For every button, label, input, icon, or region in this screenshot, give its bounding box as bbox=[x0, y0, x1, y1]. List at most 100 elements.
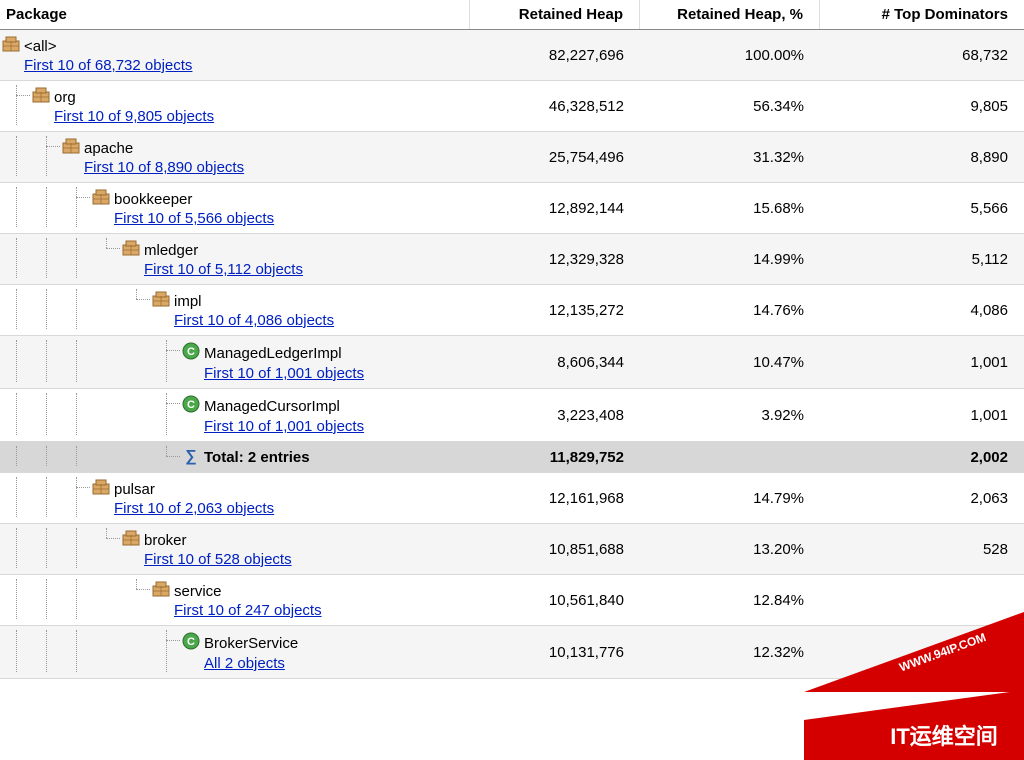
tree-guide bbox=[2, 238, 32, 278]
objects-link[interactable]: First 10 of 247 objects bbox=[174, 602, 322, 619]
objects-link[interactable]: First 10 of 5,566 objects bbox=[114, 210, 274, 227]
node-name: service bbox=[174, 583, 222, 600]
col-header-retained-pct[interactable]: Retained Heap, % bbox=[640, 0, 820, 29]
package-cell: service First 10 of 247 objects bbox=[0, 575, 470, 625]
package-icon bbox=[92, 189, 110, 209]
tree-guide bbox=[152, 393, 182, 435]
objects-link[interactable]: First 10 of 2,063 objects bbox=[114, 500, 274, 517]
package-cell: org First 10 of 9,805 objects bbox=[0, 81, 470, 131]
tree-guide bbox=[122, 340, 152, 382]
tree-guide bbox=[2, 393, 32, 435]
node-name: ManagedLedgerImpl bbox=[204, 345, 342, 362]
table-row[interactable]: C ManagedCursorImplFirst 10 of 1,001 obj… bbox=[0, 389, 1024, 442]
objects-link[interactable]: First 10 of 8,890 objects bbox=[84, 159, 244, 176]
tree-guide bbox=[62, 630, 92, 672]
retained-heap-value: 10,561,840 bbox=[470, 575, 640, 625]
package-cell: mledger First 10 of 5,112 objects bbox=[0, 234, 470, 284]
tree-guide bbox=[62, 187, 92, 227]
node-name: broker bbox=[144, 532, 187, 549]
retained-pct-value: 31.32% bbox=[640, 132, 820, 182]
retained-heap-value: 12,892,144 bbox=[470, 183, 640, 233]
package-icon bbox=[122, 240, 140, 260]
package-cell: ∑Total: 2 entries bbox=[0, 442, 470, 472]
tree-guide bbox=[92, 340, 122, 382]
package-icon bbox=[122, 530, 140, 550]
col-header-retained-heap[interactable]: Retained Heap bbox=[470, 0, 640, 29]
tree-guide bbox=[32, 446, 62, 466]
tree-guide bbox=[62, 477, 92, 517]
retained-heap-value: 25,754,496 bbox=[470, 132, 640, 182]
objects-link[interactable]: First 10 of 68,732 objects bbox=[24, 57, 192, 74]
retained-heap-value: 12,161,968 bbox=[470, 473, 640, 523]
table-row[interactable]: ∑Total: 2 entries11,829,7522,002 bbox=[0, 442, 1024, 473]
retained-pct-value: 14.99% bbox=[640, 234, 820, 284]
col-header-package[interactable]: Package bbox=[0, 0, 470, 29]
svg-text:C: C bbox=[187, 399, 195, 411]
watermark-label: IT运维空间 bbox=[890, 724, 998, 749]
table-row[interactable]: org First 10 of 9,805 objects 46,328,51256… bbox=[0, 81, 1024, 132]
retained-heap-value: 46,328,512 bbox=[470, 81, 640, 131]
tree-guide bbox=[92, 579, 122, 619]
node-name: org bbox=[54, 89, 76, 106]
svg-text:C: C bbox=[187, 636, 195, 648]
tree-guide bbox=[32, 289, 62, 329]
package-icon bbox=[32, 87, 50, 107]
node-name: mledger bbox=[144, 242, 198, 259]
retained-pct-value: 12.32% bbox=[640, 626, 820, 678]
objects-link[interactable]: First 10 of 4,086 objects bbox=[174, 312, 334, 329]
col-header-dominators[interactable]: # Top Dominators bbox=[820, 0, 1024, 29]
retained-pct-value: 14.79% bbox=[640, 473, 820, 523]
objects-link[interactable]: First 10 of 1,001 objects bbox=[204, 418, 364, 435]
table-row[interactable]: service First 10 of 247 objects 10,561,840… bbox=[0, 575, 1024, 626]
tree-guide bbox=[32, 579, 62, 619]
class-icon: C bbox=[182, 632, 200, 654]
table-row[interactable]: pulsar First 10 of 2,063 objects 12,161,96… bbox=[0, 473, 1024, 524]
tree-guide bbox=[92, 238, 122, 278]
node-name: apache bbox=[84, 140, 133, 157]
package-cell: C ManagedCursorImplFirst 10 of 1,001 obj… bbox=[0, 389, 470, 441]
tree-guide bbox=[2, 630, 32, 672]
retained-heap-value: 10,851,688 bbox=[470, 524, 640, 574]
objects-link[interactable]: First 10 of 5,112 objects bbox=[144, 261, 303, 278]
objects-link[interactable]: First 10 of 528 objects bbox=[144, 551, 292, 568]
tree-guide bbox=[2, 340, 32, 382]
dominators-value: 2,002 bbox=[820, 442, 1024, 472]
retained-heap-value: 82,227,696 bbox=[470, 30, 640, 80]
dominators-value: 9,805 bbox=[820, 81, 1024, 131]
dominators-value: 528 bbox=[820, 524, 1024, 574]
table-row[interactable]: C BrokerServiceAll 2 objects10,131,77612… bbox=[0, 626, 1024, 679]
retained-pct-value: 10.47% bbox=[640, 336, 820, 388]
table-row[interactable]: bookkeeper First 10 of 5,566 objects 12,89… bbox=[0, 183, 1024, 234]
dominators-value bbox=[820, 575, 1024, 625]
table-row[interactable]: apache First 10 of 8,890 objects 25,754,49… bbox=[0, 132, 1024, 183]
package-cell: <all>First 10 of 68,732 objects bbox=[0, 30, 470, 80]
node-name: bookkeeper bbox=[114, 191, 192, 208]
objects-link[interactable]: First 10 of 1,001 objects bbox=[204, 365, 364, 382]
objects-link[interactable]: First 10 of 9,805 objects bbox=[54, 108, 214, 125]
class-icon: C bbox=[182, 342, 200, 364]
dominators-value: 2,063 bbox=[820, 473, 1024, 523]
tree-guide bbox=[2, 289, 32, 329]
tree-guide bbox=[62, 579, 92, 619]
tree-guide bbox=[92, 630, 122, 672]
watermark-label-banner: IT运维空间 bbox=[804, 680, 1024, 760]
table-row[interactable]: mledgerFirst 10 of 5,112 objects12,329,3… bbox=[0, 234, 1024, 285]
table-row[interactable]: <all>First 10 of 68,732 objects82,227,69… bbox=[0, 30, 1024, 81]
retained-pct-value: 56.34% bbox=[640, 81, 820, 131]
package-cell: apache First 10 of 8,890 objects bbox=[0, 132, 470, 182]
class-icon: C bbox=[182, 395, 200, 417]
tree-guide bbox=[32, 528, 62, 568]
dominators-value: 5,566 bbox=[820, 183, 1024, 233]
tree-guide bbox=[122, 630, 152, 672]
table-row[interactable]: brokerFirst 10 of 528 objects10,851,6881… bbox=[0, 524, 1024, 575]
objects-link[interactable]: All 2 objects bbox=[204, 655, 298, 672]
table-row[interactable]: C ManagedLedgerImpl First 10 of 1,001 obj… bbox=[0, 336, 1024, 389]
package-cell: bookkeeper First 10 of 5,566 objects bbox=[0, 183, 470, 233]
tree-guide bbox=[122, 393, 152, 435]
node-name: pulsar bbox=[114, 481, 155, 498]
table-row[interactable]: implFirst 10 of 4,086 objects12,135,2721… bbox=[0, 285, 1024, 336]
package-icon bbox=[92, 479, 110, 499]
tree-guide bbox=[32, 477, 62, 517]
tree-guide bbox=[92, 446, 122, 466]
tree-guide bbox=[92, 289, 122, 329]
